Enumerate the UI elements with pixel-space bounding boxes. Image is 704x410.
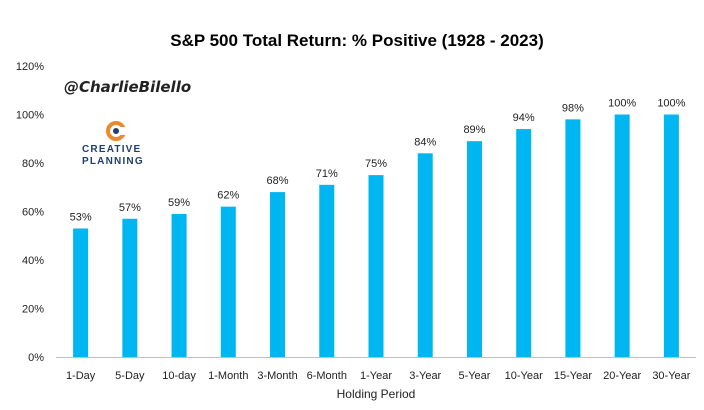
x-tick-label: 15-Year [554, 370, 592, 382]
bar-value-label: 94% [513, 112, 535, 124]
y-tick-label: 80% [22, 158, 44, 170]
bar [270, 192, 286, 357]
bar [417, 153, 433, 357]
bar [171, 213, 187, 357]
x-tick-label: 1-Month [208, 370, 248, 382]
bar [663, 114, 679, 357]
bar-value-label: 98% [562, 102, 584, 114]
bar [73, 228, 89, 357]
x-axis-label: Holding Period [337, 387, 416, 401]
bars [73, 114, 679, 357]
bar [614, 114, 630, 357]
bar [220, 206, 236, 357]
y-tick-label: 60% [22, 207, 44, 219]
y-tick-label: 0% [28, 352, 44, 364]
bar-value-label: 89% [463, 124, 485, 136]
x-tick-label: 1-Day [66, 370, 96, 382]
bar-value-label: 59% [168, 197, 190, 209]
y-axis: 0% 20% 40% 60% 80% 100% 120% [16, 61, 44, 364]
x-tick-label: 5-Day [115, 370, 145, 382]
bar [368, 175, 384, 357]
logo-line-1: CREATIVE [82, 144, 141, 155]
y-tick-label: 100% [16, 110, 44, 122]
bar-value-label: 53% [70, 211, 92, 223]
x-tick-label: 3-Month [257, 370, 297, 382]
bar-value-label: 62% [217, 190, 239, 202]
author-handle: @CharlieBilello [64, 78, 191, 96]
x-tick-label: 30-Year [652, 370, 690, 382]
x-tick-label: 1-Year [360, 370, 392, 382]
x-tick-label: 20-Year [603, 370, 641, 382]
bar [516, 129, 532, 357]
bar-value-label: 68% [267, 175, 289, 187]
x-tick-label: 5-Year [458, 370, 490, 382]
logo-line-2: PLANNING [82, 156, 144, 167]
bar [466, 141, 482, 357]
y-tick-label: 40% [22, 255, 44, 267]
x-axis: 1-Day 5-Day 10-day 1-Month 3-Month 6-Month 1-Y… [66, 370, 691, 382]
data-labels: 53% 57% 59% 62% 68% 71% 75% 84% 89% 94% 98% 100% 100… [70, 98, 686, 224]
x-tick-label: 6-Month [307, 370, 347, 382]
bar-value-label: 100% [657, 98, 685, 110]
x-tick-label: 10-Year [505, 370, 543, 382]
bar-value-label: 75% [365, 158, 387, 170]
x-tick-label: 3-Year [409, 370, 441, 382]
bar [319, 184, 335, 357]
bar-value-label: 57% [119, 202, 141, 214]
y-tick-label: 20% [22, 304, 44, 316]
logo-mark-icon [106, 121, 127, 141]
y-tick-label: 120% [16, 61, 44, 73]
bar-value-label: 100% [608, 98, 636, 110]
x-tick-label: 10-day [162, 370, 196, 382]
creative-planning-logo: CREATIVE PLANNING [82, 121, 144, 167]
bar [565, 119, 581, 357]
bar-value-label: 71% [316, 168, 338, 180]
bar-value-label: 84% [414, 136, 436, 148]
chart-title: S&P 500 Total Return: % Positive (1928 -… [170, 31, 544, 50]
bar [122, 218, 138, 357]
